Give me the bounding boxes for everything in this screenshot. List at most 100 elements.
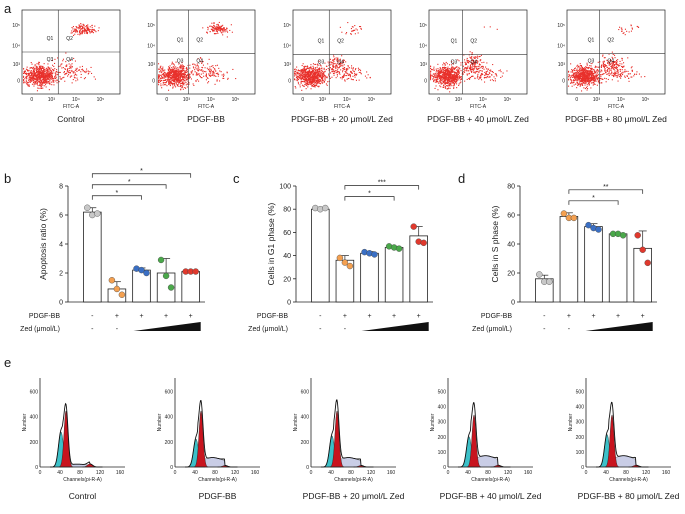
flow-dot bbox=[195, 65, 197, 67]
flow-dot bbox=[354, 29, 356, 31]
flow-dot bbox=[170, 83, 172, 85]
flow-dot bbox=[297, 72, 299, 74]
flow-dot bbox=[39, 67, 41, 69]
x-tick-label: 120 bbox=[367, 470, 376, 476]
flow-dot bbox=[435, 76, 437, 78]
flow-dot bbox=[319, 64, 321, 66]
flow-dot bbox=[294, 78, 296, 80]
flow-dot bbox=[299, 84, 301, 86]
flow-dot bbox=[82, 24, 84, 26]
flow-dot bbox=[80, 76, 82, 78]
flow-dot bbox=[93, 28, 95, 30]
flow-dot bbox=[173, 69, 175, 71]
flow-dot bbox=[582, 74, 584, 76]
flow-dot bbox=[304, 69, 306, 71]
flow-dot bbox=[317, 78, 319, 80]
flow-dot bbox=[474, 78, 476, 80]
flow-dot bbox=[294, 74, 296, 76]
flow-dot bbox=[436, 74, 438, 76]
flow-dot bbox=[435, 68, 437, 70]
flow-dot bbox=[43, 67, 45, 69]
flow-dot bbox=[445, 78, 447, 80]
flow-dot bbox=[449, 75, 451, 77]
flow-dot bbox=[316, 79, 318, 81]
flow-dot bbox=[162, 77, 164, 79]
flow-dot bbox=[586, 72, 588, 74]
flow-dot bbox=[337, 68, 339, 70]
flow-dot bbox=[196, 74, 198, 76]
flow-dot bbox=[446, 68, 448, 70]
flow-dot bbox=[449, 83, 451, 85]
flow-dot bbox=[86, 26, 88, 28]
flow-dot bbox=[167, 75, 169, 77]
flow-dot bbox=[26, 76, 28, 78]
flow-dot bbox=[454, 71, 456, 73]
flow-dot bbox=[587, 76, 589, 78]
flow-dot bbox=[587, 74, 589, 76]
flow-dot bbox=[48, 67, 50, 69]
flow-dot bbox=[445, 77, 447, 79]
flow-dot bbox=[597, 81, 599, 83]
flow-dot bbox=[472, 59, 474, 61]
flow-dot bbox=[585, 80, 587, 82]
flow-dot bbox=[25, 76, 27, 78]
flow-dot bbox=[460, 62, 462, 64]
pdgf-sign: + bbox=[115, 313, 119, 320]
flow-dot bbox=[310, 82, 312, 84]
flow-dot bbox=[449, 74, 451, 76]
flow-dot bbox=[36, 63, 38, 65]
zed-sign: - bbox=[91, 326, 94, 333]
flow-dot bbox=[453, 80, 455, 82]
flow-dot bbox=[580, 65, 582, 67]
flow-dot bbox=[57, 57, 59, 59]
flow-dot bbox=[88, 72, 90, 74]
flow-dot bbox=[76, 26, 78, 28]
flow-dot bbox=[592, 78, 594, 80]
flow-dot bbox=[584, 79, 586, 81]
flow-dot bbox=[601, 78, 603, 80]
flow-dot bbox=[474, 60, 476, 62]
flow-dot bbox=[592, 74, 594, 76]
flow-dot bbox=[624, 69, 626, 71]
flow-dot bbox=[449, 71, 451, 73]
flow-dot bbox=[369, 76, 371, 78]
flow-dot bbox=[181, 69, 183, 71]
flow-dot bbox=[470, 75, 472, 77]
flow-dot bbox=[448, 82, 450, 84]
flow-dot bbox=[590, 71, 592, 73]
flow-dot bbox=[329, 67, 331, 69]
flow-dot bbox=[582, 68, 584, 70]
flow-dot bbox=[45, 75, 47, 77]
pdgf-sign: + bbox=[139, 313, 143, 320]
flow-dot bbox=[454, 74, 456, 76]
flow-dot bbox=[586, 75, 588, 77]
flow-dot bbox=[469, 64, 471, 66]
flow-dot bbox=[601, 70, 603, 72]
flow-dot bbox=[36, 83, 38, 85]
flow-dot bbox=[181, 79, 183, 81]
flow-dot bbox=[610, 69, 612, 71]
flow-dot bbox=[436, 79, 438, 81]
x-tick-label: 160 bbox=[524, 470, 533, 476]
flow-dot bbox=[42, 71, 44, 73]
flow-dot bbox=[455, 66, 457, 68]
flow-dot bbox=[222, 28, 224, 30]
flow-dot bbox=[489, 70, 491, 72]
flow-dot bbox=[219, 25, 221, 27]
flow-dot bbox=[597, 61, 599, 63]
flow-dot bbox=[73, 75, 75, 77]
flow-dot bbox=[89, 26, 91, 28]
flow-dot bbox=[471, 66, 473, 68]
flow-dot bbox=[586, 73, 588, 75]
flow-dot bbox=[454, 79, 456, 81]
flow-dot bbox=[46, 69, 48, 71]
flow-dot bbox=[38, 69, 40, 71]
flow-dot bbox=[342, 60, 344, 62]
flow-dot bbox=[593, 83, 595, 85]
flow-dot bbox=[616, 76, 618, 78]
flow-dot bbox=[158, 80, 160, 82]
flow-dot bbox=[23, 79, 25, 81]
flow-dot bbox=[305, 66, 307, 68]
flow-dot bbox=[41, 83, 43, 85]
flow-dot bbox=[172, 66, 174, 68]
